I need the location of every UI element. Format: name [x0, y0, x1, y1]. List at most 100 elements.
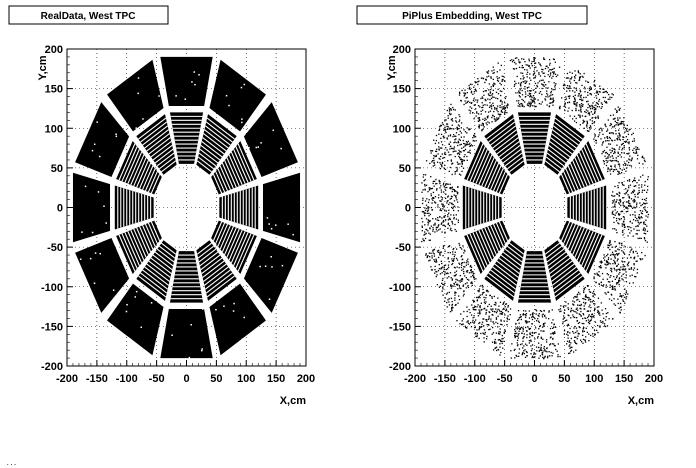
outer-hit: [589, 93, 591, 95]
outer-hit: [643, 198, 646, 201]
outer-hit: [575, 331, 577, 334]
outer-hit: [490, 86, 492, 88]
outer-hit: [467, 140, 469, 142]
outer-hit: [521, 89, 523, 92]
outer-hit: [453, 214, 455, 216]
outer-hit: [630, 267, 633, 269]
outer-hit: [588, 130, 590, 132]
outer-hit: [618, 307, 620, 310]
outer-hit: [628, 129, 630, 131]
inner-padrow-gap: [494, 133, 518, 152]
outer-hit: [566, 319, 568, 321]
outer-hit: [607, 274, 610, 276]
outer-hit: [623, 268, 625, 270]
outer-hit: [588, 127, 591, 129]
inner-padrow-gap: [221, 162, 234, 189]
outer-hit: [603, 254, 605, 256]
outer-hit: [588, 112, 591, 115]
outer-hit: [424, 209, 427, 211]
outer-hit: [624, 141, 626, 143]
outer-hit: [489, 110, 492, 112]
inner-padrow-gap: [158, 156, 176, 170]
outer-hit: [563, 83, 565, 85]
outer-hit: [608, 143, 610, 145]
outer-hit: [450, 227, 452, 230]
outer-hit: [525, 350, 528, 353]
outer-hit: [595, 97, 598, 99]
outer-hit: [569, 95, 571, 97]
outer-hit: [616, 275, 618, 277]
outer-hit: [427, 254, 429, 257]
outer-hit: [525, 320, 528, 322]
outer-hit: [552, 58, 555, 60]
outer-hit: [628, 196, 630, 199]
outer-hit: [624, 261, 626, 263]
outer-hit: [605, 293, 607, 295]
outer-hit: [524, 85, 526, 88]
outer-hit: [454, 190, 457, 192]
outer-hit: [524, 82, 526, 85]
outer-hit: [467, 263, 469, 265]
outer-hit: [526, 330, 528, 332]
outer-hit: [596, 105, 599, 108]
outer-hit: [541, 349, 543, 352]
outer-hit: [634, 214, 636, 216]
outer-hit: [495, 321, 497, 324]
outer-hit: [580, 94, 582, 96]
outer-hit: [535, 327, 537, 329]
outer-hit: [636, 158, 639, 160]
outer-hit: [610, 160, 613, 162]
outer-hit: [577, 114, 580, 116]
outer-hit: [454, 170, 456, 173]
outer-hit: [466, 96, 468, 99]
outer-hit: [594, 84, 596, 86]
inner-padrow-gap: [139, 162, 152, 189]
outer-hit: [505, 309, 508, 311]
outer-speckle: [255, 146, 258, 149]
outer-hit: [446, 138, 449, 140]
outer-hit: [565, 77, 568, 79]
outer-hit: [498, 117, 500, 119]
outer-hit: [644, 180, 646, 183]
outer-hit: [442, 283, 444, 286]
outer-hit: [637, 217, 640, 219]
outer-hit: [540, 310, 543, 313]
outer-hit: [547, 87, 549, 89]
outer-hit: [472, 93, 474, 95]
outer-hit: [484, 111, 487, 113]
outer-hit: [528, 65, 530, 68]
outer-hit: [567, 323, 569, 326]
outer-hit: [569, 71, 571, 73]
outer-hit: [473, 315, 475, 317]
outer-hit: [591, 313, 594, 315]
outer-hit: [497, 308, 499, 311]
outer-hit: [647, 213, 650, 216]
outer-hit: [504, 306, 506, 308]
outer-hit: [571, 346, 573, 349]
outer-hit: [524, 326, 527, 329]
outer-hit: [448, 291, 451, 294]
outer-hit: [625, 271, 627, 273]
outer-hit: [531, 332, 534, 334]
outer-hit: [643, 223, 645, 225]
outer-hit: [497, 93, 500, 95]
inner-sector: [136, 114, 177, 175]
outer-hit: [435, 155, 437, 157]
outer-hit: [623, 126, 625, 129]
outer-hit: [593, 81, 595, 83]
outer-hit: [639, 176, 642, 178]
outer-hit: [435, 178, 437, 181]
outer-hit: [543, 85, 545, 87]
outer-hit: [580, 304, 582, 307]
outer-hit: [564, 109, 566, 112]
outer-hit: [591, 122, 593, 125]
inner-padrow-gap: [576, 229, 591, 261]
outer-hit: [459, 156, 461, 159]
outer-hit: [611, 318, 614, 320]
outer-hit: [516, 326, 519, 328]
outer-hit: [623, 152, 625, 154]
outer-hit: [498, 309, 501, 311]
outer-hit: [490, 104, 493, 106]
outer-hit: [451, 162, 454, 165]
outer-hit: [492, 72, 494, 74]
